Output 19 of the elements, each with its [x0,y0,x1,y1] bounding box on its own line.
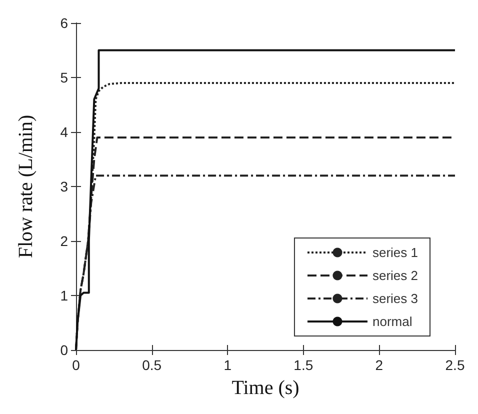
x-tick-label: 2 [375,357,384,373]
legend-label: series 3 [372,291,418,306]
y-tick-label: 5 [60,70,68,86]
x-tick-label: 1.5 [294,357,314,373]
y-tick-label: 3 [60,178,68,194]
x-tick-label: 2.5 [445,357,465,373]
y-tick-label: 4 [60,124,68,140]
x-tick-label: 1 [224,357,232,373]
y-tick-label: 6 [60,15,68,31]
legend-label: series 2 [372,268,418,283]
x-tick-label: 0 [72,357,80,373]
y-axis-title: Flow rate (L/min) [15,114,37,258]
legend-label: series 1 [372,245,418,260]
x-axis-title: Time (s) [232,377,300,399]
legend-label: normal [372,314,412,329]
x-tick-label: 0.5 [142,357,162,373]
y-tick-label: 1 [60,288,68,304]
y-tick-label: 0 [60,342,68,358]
y-tick-label: 2 [60,233,68,249]
